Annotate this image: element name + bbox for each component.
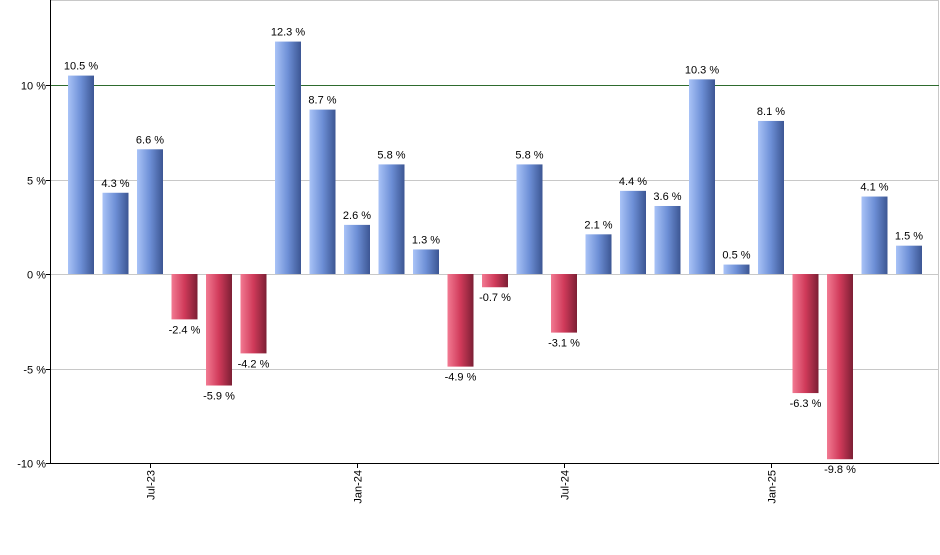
data-label: 0.5 % (722, 250, 750, 262)
data-label: 1.3 % (412, 234, 440, 246)
bar (827, 274, 853, 460)
bars (68, 41, 922, 460)
data-label: 2.1 % (584, 219, 612, 231)
data-label: -6.3 % (790, 398, 822, 410)
bar (654, 205, 681, 275)
bar (758, 120, 784, 275)
y-tick-label: 0 % (27, 270, 46, 282)
bar (447, 274, 474, 367)
bar (861, 196, 888, 275)
data-label: -3.1 % (548, 338, 580, 350)
y-tick-label: -5 % (23, 365, 46, 377)
data-label: 10.5 % (64, 61, 98, 73)
data-label: 5.8 % (377, 149, 405, 161)
bar (620, 190, 646, 275)
y-tick-label: 5 % (27, 176, 46, 188)
data-label: -2.4 % (169, 324, 201, 336)
data-label: 6.6 % (136, 134, 164, 146)
bar (344, 224, 370, 275)
bar (275, 41, 301, 275)
data-label: 10.3 % (685, 64, 719, 76)
bar (689, 79, 715, 275)
x-tick-label: Jan-24 (353, 470, 365, 504)
bar (240, 274, 267, 354)
data-label: 4.3 % (101, 178, 129, 190)
data-label: -9.8 % (824, 464, 856, 476)
bar (102, 192, 129, 275)
x-tick-label: Jul-23 (146, 470, 158, 500)
bar (723, 264, 750, 275)
y-tick-label: -10 % (17, 459, 46, 471)
bar (171, 274, 198, 320)
data-labels: 10.5 % 4.3 % 6.6 % -2.4 % -5.9 % -4.2 % 12.3 %… (64, 27, 923, 477)
data-label: 2.6 % (343, 210, 371, 222)
data-label: -0.7 % (479, 292, 511, 304)
bar (378, 164, 405, 275)
data-label: -5.9 % (203, 391, 235, 403)
bar (137, 149, 163, 275)
data-label: 5.8 % (515, 149, 543, 161)
bar (413, 249, 439, 275)
bar (206, 274, 232, 386)
data-label: 8.7 % (308, 95, 336, 107)
data-label: 3.6 % (653, 191, 681, 203)
data-label: 8.1 % (757, 106, 785, 118)
bar (68, 75, 94, 275)
y-tick-label: 10 % (21, 81, 46, 93)
x-axis-ticks: Jul-23 Jan-24 Jul-24 Jan-25 (146, 463, 779, 504)
axes (50, 0, 939, 464)
data-label: 4.1 % (860, 182, 888, 194)
x-tick-label: Jan-25 (767, 470, 779, 504)
bar (792, 274, 819, 394)
bar (309, 109, 336, 275)
bar (482, 274, 508, 288)
grid-lines (50, 0, 939, 464)
data-label: 1.5 % (895, 231, 923, 243)
data-label: -4.9 % (445, 372, 477, 384)
y-axis-ticks: 10 % 5 % 0 % -5 % -10 % (17, 81, 50, 471)
bar (896, 245, 922, 275)
bar (585, 234, 612, 275)
data-label: -4.2 % (238, 358, 270, 370)
data-label: 4.4 % (619, 176, 647, 188)
data-label: 12.3 % (271, 27, 305, 39)
bar (516, 164, 543, 275)
x-tick-label: Jul-24 (560, 470, 572, 500)
bar (551, 274, 577, 333)
